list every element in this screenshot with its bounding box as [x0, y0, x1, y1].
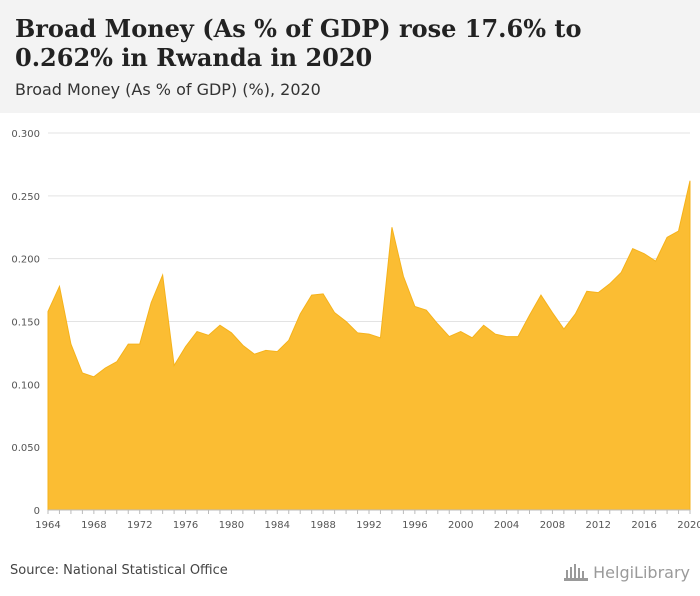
y-tick-label: 0.200: [11, 255, 40, 266]
source-note: Source: National Statistical Office: [10, 563, 228, 578]
x-tick-label: 1984: [265, 520, 290, 531]
area-fill: [47, 180, 691, 511]
x-tick-label: 2020: [677, 520, 700, 531]
x-tick-label: 1988: [310, 520, 335, 531]
x-tick-label: 1996: [402, 520, 427, 531]
x-tick-label: 2012: [586, 520, 611, 531]
y-tick-label: 0.050: [11, 443, 40, 454]
page-title: Broad Money (As % of GDP) rose 17.6% to …: [15, 14, 582, 72]
x-tick-label: 1976: [173, 520, 198, 531]
logo-text: HelgiLibrary: [593, 562, 690, 582]
header-band: Broad Money (As % of GDP) rose 17.6% to …: [0, 0, 700, 113]
y-tick-label: 0.100: [11, 380, 40, 391]
x-tick-label: 2016: [631, 520, 656, 531]
axes: 0 0.050 0.100 0.150 0.200 0.250 0.300 1964 1968 1…: [11, 129, 700, 531]
library-building-icon: [564, 564, 589, 581]
x-tick-label: 2008: [540, 520, 565, 531]
x-tick-label: 1972: [127, 520, 152, 531]
chart-subtitle: Broad Money (As % of GDP) (%), 2020: [15, 80, 321, 99]
helgi-library-logo[interactable]: HelgiLibrary: [563, 560, 690, 584]
x-tick-label: 1964: [35, 520, 60, 531]
chart-container: 0 0.050 0.100 0.150 0.200 0.250 0.300 1964 1968 1…: [0, 113, 700, 553]
area-chart: 0 0.050 0.100 0.150 0.200 0.250 0.300 1964 1968 1…: [11, 129, 700, 531]
y-tick-label: 0.250: [11, 192, 40, 203]
area-series: [47, 180, 691, 511]
y-tick-label: 0: [34, 506, 40, 517]
x-tick-label: 2004: [494, 520, 519, 531]
x-tick-label: 1980: [219, 520, 244, 531]
x-tick-label: 2000: [448, 520, 473, 531]
x-tick-label: 1968: [81, 520, 106, 531]
y-tick-label: 0.150: [11, 318, 40, 329]
x-tick-label: 1992: [356, 520, 381, 531]
y-tick-label: 0.300: [11, 129, 40, 140]
